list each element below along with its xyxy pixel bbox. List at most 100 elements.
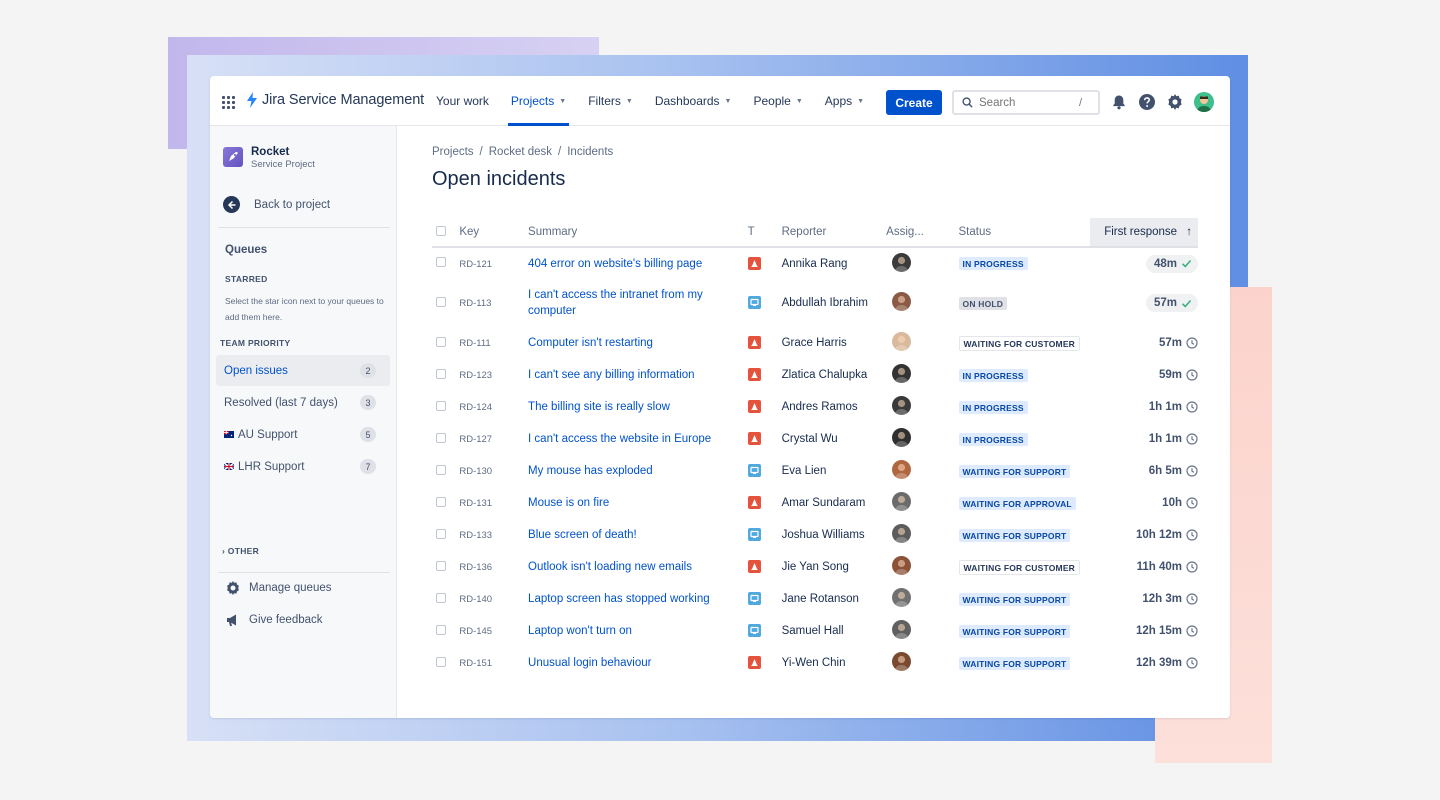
issue-key[interactable]: RD-151 — [459, 658, 493, 669]
app-switcher-icon[interactable] — [222, 96, 235, 109]
assignee-avatar[interactable] — [892, 396, 912, 415]
row-checkbox[interactable] — [436, 656, 446, 667]
assignee-avatar[interactable] — [892, 252, 912, 272]
table-row[interactable]: RD-131 Mouse is on fire Amar Sundaram WAITI… — [432, 487, 1198, 519]
table-row[interactable]: RD-145 Laptop won't turn on Samuel Hall WAI… — [432, 615, 1198, 647]
row-checkbox[interactable] — [436, 432, 446, 443]
notifications-bell-icon[interactable] — [1110, 93, 1128, 111]
issue-summary-link[interactable]: Laptop screen has stopped working — [528, 593, 710, 605]
issue-summary-link[interactable]: Mouse is on fire — [528, 497, 610, 509]
breadcrumb-item[interactable]: Projects — [432, 146, 474, 158]
issue-summary-link[interactable]: Unusual login behaviour — [528, 657, 652, 669]
assignee-avatar[interactable] — [892, 556, 912, 575]
assignee-avatar[interactable] — [892, 460, 912, 479]
nav-item-filters[interactable]: Filters ▼ — [588, 76, 633, 126]
assignee-avatar[interactable] — [892, 620, 912, 639]
table-row[interactable]: RD-151 Unusual login behaviour Yi-Wen Chin… — [432, 647, 1198, 679]
status-lozenge[interactable]: WAITING FOR SUPPORT — [958, 464, 1071, 478]
nav-item-apps[interactable]: Apps ▼ — [825, 76, 864, 126]
table-row[interactable]: RD-140 Laptop screen has stopped working J… — [432, 583, 1198, 615]
issue-summary-link[interactable]: I can't access the website in Europe — [528, 433, 712, 445]
give-feedback-link[interactable]: Give feedback — [225, 612, 323, 628]
column-reporter[interactable]: Reporter — [781, 218, 887, 248]
table-row[interactable]: RD-127 I can't access the website in Euro… — [432, 423, 1198, 455]
column-status[interactable]: Status — [958, 218, 1091, 248]
assignee-avatar[interactable] — [892, 652, 912, 671]
select-all-checkbox[interactable] — [436, 225, 446, 236]
queue-item[interactable]: AU Support 5 — [216, 419, 390, 450]
row-checkbox[interactable] — [436, 296, 446, 307]
row-checkbox[interactable] — [436, 336, 446, 347]
status-lozenge[interactable]: WAITING FOR APPROVAL — [958, 496, 1076, 510]
issue-summary-link[interactable]: Blue screen of death! — [528, 529, 637, 541]
nav-item-dashboards[interactable]: Dashboards ▼ — [655, 76, 732, 126]
settings-gear-icon[interactable] — [1166, 93, 1184, 111]
status-lozenge[interactable]: IN PROGRESS — [958, 432, 1028, 446]
issue-key[interactable]: RD-140 — [459, 594, 493, 605]
create-button[interactable]: Create — [886, 90, 942, 115]
queue-item[interactable]: Resolved (last 7 days) 3 — [216, 387, 390, 418]
help-icon[interactable] — [1138, 93, 1156, 111]
status-lozenge[interactable]: IN PROGRESS — [958, 368, 1028, 382]
row-checkbox[interactable] — [436, 400, 446, 411]
table-row[interactable]: RD-121 404 error on website's billing pag… — [432, 247, 1198, 279]
issue-key[interactable]: RD-145 — [459, 626, 493, 637]
issue-summary-link[interactable]: Outlook isn't loading new emails — [528, 561, 692, 573]
column-assignee[interactable]: Assig... — [886, 218, 959, 248]
search-box[interactable]: / — [952, 90, 1100, 115]
column-key[interactable]: Key — [459, 218, 529, 248]
assignee-avatar[interactable] — [892, 364, 912, 383]
status-lozenge[interactable]: WAITING FOR SUPPORT — [958, 592, 1071, 606]
issue-summary-link[interactable]: I can't see any billing information — [528, 369, 695, 381]
assignee-avatar[interactable] — [892, 492, 912, 511]
row-checkbox[interactable] — [436, 528, 446, 539]
row-checkbox[interactable] — [436, 368, 446, 379]
issue-summary-link[interactable]: Computer isn't restarting — [528, 337, 653, 349]
back-to-project-link[interactable]: Back to project — [223, 196, 330, 213]
status-lozenge[interactable]: WAITING FOR CUSTOMER — [958, 559, 1081, 575]
issue-key[interactable]: RD-123 — [459, 370, 493, 381]
row-checkbox[interactable] — [436, 257, 446, 267]
status-lozenge[interactable]: IN PROGRESS — [958, 257, 1028, 270]
issue-key[interactable]: RD-131 — [459, 498, 493, 509]
issue-key[interactable]: RD-124 — [459, 402, 493, 413]
issue-summary-link[interactable]: 404 error on website's billing page — [528, 257, 703, 270]
queue-item[interactable]: Open issues 2 — [216, 355, 390, 386]
nav-item-your-work[interactable]: Your work — [436, 76, 489, 126]
row-checkbox[interactable] — [436, 464, 446, 475]
table-row[interactable]: RD-113 I can't access the intranet from m… — [432, 279, 1198, 327]
issue-key[interactable]: RD-121 — [459, 258, 493, 270]
issue-summary-link[interactable]: Laptop won't turn on — [528, 625, 632, 637]
status-lozenge[interactable]: WAITING FOR CUSTOMER — [958, 335, 1081, 351]
issue-key[interactable]: RD-130 — [459, 466, 493, 477]
assignee-avatar[interactable] — [892, 292, 912, 311]
column-summary[interactable]: Summary — [528, 218, 748, 248]
issue-key[interactable]: RD-111 — [459, 338, 491, 349]
row-checkbox[interactable] — [436, 624, 446, 635]
table-row[interactable]: RD-124 The billing site is really slow And… — [432, 391, 1198, 423]
assignee-avatar[interactable] — [892, 428, 912, 447]
user-avatar[interactable] — [1194, 92, 1214, 112]
table-row[interactable]: RD-123 I can't see any billing informatio… — [432, 359, 1198, 391]
table-row[interactable]: RD-136 Outlook isn't loading new emails Ji… — [432, 551, 1198, 583]
assignee-avatar[interactable] — [892, 524, 912, 543]
issue-summary-link[interactable]: I can't access the intranet from my comp… — [528, 289, 703, 317]
column-first-response[interactable]: First response ↑ — [1090, 218, 1198, 248]
column-type[interactable]: T — [747, 218, 782, 248]
status-lozenge[interactable]: IN PROGRESS — [958, 400, 1028, 414]
manage-queues-link[interactable]: Manage queues — [225, 580, 331, 596]
project-header[interactable]: Rocket Service Project — [223, 146, 315, 171]
assignee-avatar[interactable] — [892, 332, 912, 351]
queue-item[interactable]: LHR Support 7 — [216, 451, 390, 482]
status-lozenge[interactable]: WAITING FOR SUPPORT — [958, 624, 1071, 638]
issue-key[interactable]: RD-133 — [459, 530, 493, 541]
status-lozenge[interactable]: WAITING FOR SUPPORT — [958, 656, 1071, 670]
status-lozenge[interactable]: ON HOLD — [958, 296, 1008, 310]
breadcrumb-item[interactable]: Rocket desk — [488, 146, 553, 158]
row-checkbox[interactable] — [436, 496, 446, 507]
breadcrumb-item[interactable]: Incidents — [567, 146, 614, 158]
search-input[interactable] — [979, 96, 1079, 109]
row-checkbox[interactable] — [436, 560, 446, 571]
issue-key[interactable]: RD-136 — [459, 562, 493, 573]
table-row[interactable]: RD-130 My mouse has exploded Eva Lien WAITI… — [432, 455, 1198, 487]
